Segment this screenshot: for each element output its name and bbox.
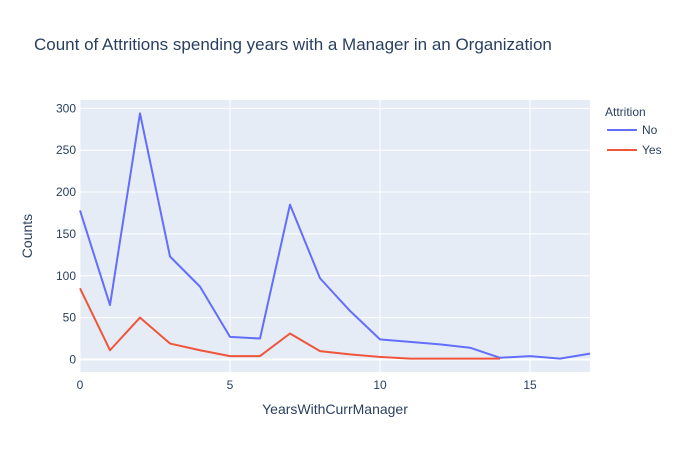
chart-title: Count of Attritions spending years with … (34, 35, 552, 54)
series-lines (79, 112, 591, 360)
y-axis-ticks: 0 50 100 150 200 250 300 (56, 101, 76, 366)
legend: Attrition No Yes (605, 105, 662, 157)
x-tick-label: 5 (227, 378, 234, 392)
y-tick-label: 0 (69, 352, 76, 366)
y-tick-label: 250 (56, 143, 76, 157)
legend-title: Attrition (605, 105, 646, 119)
y-tick-label: 50 (63, 311, 77, 325)
y-axis-title: Counts (19, 214, 35, 258)
x-tick-label: 0 (77, 378, 84, 392)
y-tick-label: 150 (56, 227, 76, 241)
x-axis-title: YearsWithCurrManager (262, 401, 408, 417)
series-line-no (79, 112, 591, 360)
grid-lines (79, 100, 590, 372)
x-tick-label: 10 (373, 378, 387, 392)
y-tick-label: 100 (56, 269, 76, 283)
legend-label-yes: Yes (642, 143, 662, 157)
y-tick-label: 300 (56, 101, 76, 115)
x-tick-label: 15 (523, 378, 537, 392)
legend-label-no: No (642, 123, 658, 137)
x-axis-ticks: 0 5 10 15 (77, 378, 537, 392)
y-tick-label: 200 (56, 185, 76, 199)
series-line-yes (79, 287, 500, 360)
